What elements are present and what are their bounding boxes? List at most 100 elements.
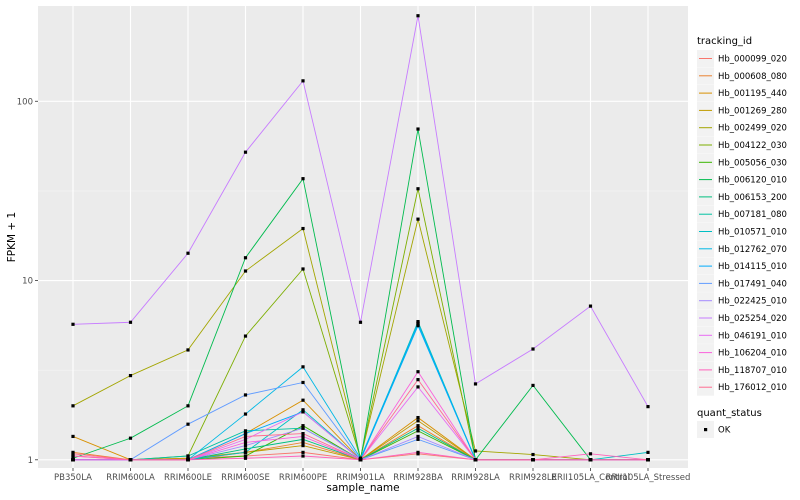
data-point	[416, 14, 420, 18]
data-point	[186, 348, 190, 352]
data-point	[71, 458, 75, 462]
data-point	[301, 444, 305, 448]
data-point	[473, 382, 478, 386]
data-point	[301, 365, 305, 369]
y-axis: 1 10 100	[17, 97, 38, 466]
legend-item: Hb_025254_020	[697, 309, 787, 327]
legend-item: Hb_014115_010	[697, 257, 787, 275]
data-point	[301, 432, 305, 436]
legend-item: Hb_176012_010	[697, 378, 787, 396]
legend-label: Hb_004122_030	[718, 141, 787, 151]
legend-label: Hb_046191_010	[718, 331, 787, 341]
y-tick-label: 10	[22, 277, 33, 287]
data-point	[416, 419, 420, 423]
data-point	[186, 251, 190, 255]
legend-item: Hb_118707_010	[697, 361, 787, 379]
data-point	[243, 150, 248, 154]
data-point	[243, 437, 248, 441]
data-point	[186, 404, 190, 408]
data-point	[186, 454, 190, 458]
legend-label: Hb_014115_010	[718, 262, 787, 272]
legend-label: Hb_000608_080	[718, 72, 787, 82]
legend-title: tracking_id	[697, 36, 752, 47]
data-point	[243, 434, 248, 439]
data-point	[531, 383, 535, 388]
data-point	[588, 304, 593, 308]
legend-label: Hb_002499_020	[718, 124, 787, 134]
data-point	[531, 347, 535, 351]
legend-item: Hb_000608_080	[697, 67, 787, 85]
data-point	[646, 405, 650, 409]
data-point	[301, 410, 305, 414]
legend-item: Hb_046191_010	[697, 326, 787, 344]
legend-item: Hb_000099_020	[697, 50, 787, 67]
data-point	[473, 449, 478, 453]
data-point	[646, 458, 650, 462]
legend-label: Hb_000099_020	[718, 55, 787, 65]
data-point	[531, 452, 535, 457]
x-tick-label: RRII105LA_Stressed	[606, 473, 691, 483]
y-axis-title: FPKM + 1	[6, 212, 18, 262]
legend-item: Hb_005056_030	[697, 153, 787, 171]
y-tick-label: 100	[17, 97, 33, 107]
data-point	[416, 429, 420, 433]
data-point	[416, 370, 420, 374]
data-point	[301, 440, 305, 445]
data-point	[301, 426, 305, 430]
data-point	[588, 458, 593, 462]
data-point	[128, 458, 133, 462]
data-point	[416, 127, 420, 131]
status-legend-key-point	[704, 428, 708, 432]
x-axis-title: sample_name	[326, 482, 399, 494]
data-point	[416, 437, 420, 441]
data-point	[416, 415, 420, 420]
data-point	[416, 217, 420, 221]
legend-label: Hb_005056_030	[718, 158, 787, 168]
data-point	[243, 456, 248, 460]
legend-item: Hb_004122_030	[697, 136, 787, 154]
legend-label: Hb_007181_080	[718, 210, 787, 220]
data-point	[416, 385, 420, 389]
x-tick-label: RRIM600PE	[279, 473, 327, 483]
x-tick-label: RRIM928BA	[393, 473, 443, 483]
status-legend-title: quant_status	[697, 408, 762, 419]
data-point	[71, 404, 75, 408]
data-point	[243, 334, 248, 338]
data-point	[301, 424, 305, 428]
data-point	[301, 267, 305, 271]
x-tick-label: RRIM600LA	[106, 473, 155, 483]
data-point	[301, 437, 305, 441]
legend-label: Hb_010571_010	[718, 228, 787, 238]
x-tick-label: RRIM928LA	[451, 473, 500, 483]
legend-label: Hb_025254_020	[718, 314, 787, 324]
legend-item: Hb_002499_020	[697, 119, 787, 137]
legend-label: Hb_017491_040	[718, 279, 787, 289]
legend-item: Hb_007181_080	[697, 205, 787, 223]
data-point	[358, 458, 363, 462]
data-point	[473, 458, 478, 462]
x-tick-label: RRIM928LE	[509, 473, 557, 483]
tracking-id-legend: tracking_id Hb_000099_020 Hb_000608_080 Hb…	[697, 36, 787, 396]
plot-panel	[38, 6, 688, 468]
x-tick-label: RRIM600LE	[164, 473, 212, 483]
data-point	[416, 378, 420, 382]
legend-label: Hb_006153_200	[718, 193, 787, 203]
data-point	[243, 454, 248, 458]
data-point	[301, 434, 305, 439]
data-point	[301, 177, 305, 181]
data-point	[646, 450, 650, 454]
data-point	[243, 450, 248, 454]
data-point	[301, 226, 305, 231]
x-tick-label: RRII105LA_Control	[551, 473, 630, 483]
legend-item: Hb_001195_440	[697, 84, 787, 102]
data-point	[71, 452, 75, 456]
legend-item: Hb_012762_070	[697, 240, 787, 258]
data-point	[243, 269, 248, 273]
legend-item: Hb_006120_010	[697, 171, 787, 189]
quant-status-legend: quant_status OK	[697, 408, 762, 438]
data-point	[301, 79, 305, 83]
data-point	[416, 321, 420, 325]
data-point	[243, 440, 248, 445]
status-legend-label: OK	[718, 426, 731, 436]
